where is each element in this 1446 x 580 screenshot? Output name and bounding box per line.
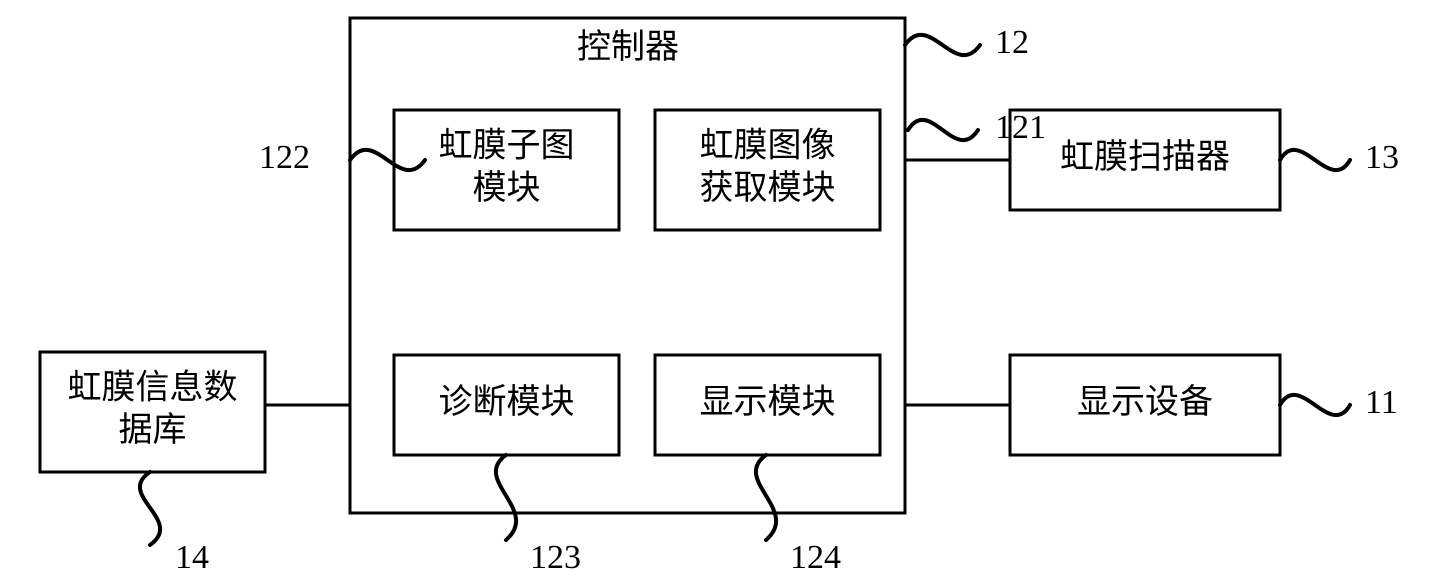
node-submap-label: 虹膜子图 — [439, 127, 575, 165]
node-disp_mod: 显示模块 — [655, 355, 880, 455]
ref-123-label: 123 — [530, 539, 581, 576]
block-diagram: 虹膜信息数据库虹膜子图模块虹膜图像获取模块诊断模块显示模块虹膜扫描器显示设备控制… — [0, 0, 1446, 580]
ref-13: 13 — [1280, 139, 1399, 176]
ref-14: 14 — [140, 472, 209, 576]
node-submap-label: 模块 — [473, 169, 541, 207]
node-acq: 虹膜图像获取模块 — [655, 110, 880, 230]
node-diag: 诊断模块 — [394, 355, 619, 455]
ref-11-label: 11 — [1365, 384, 1398, 421]
ref-14-label: 14 — [175, 539, 209, 576]
node-db: 虹膜信息数据库 — [40, 352, 265, 472]
ref-121: 121 — [908, 109, 1046, 146]
ref-121-label: 121 — [995, 109, 1046, 146]
ref-11: 11 — [1280, 384, 1398, 421]
node-scanner-label: 虹膜扫描器 — [1060, 138, 1230, 176]
node-db-label: 据库 — [119, 411, 187, 449]
ref-12: 12 — [905, 24, 1029, 61]
node-scanner: 虹膜扫描器 — [1010, 110, 1280, 210]
node-submap: 虹膜子图模块 — [394, 110, 619, 230]
ref-13-label: 13 — [1365, 139, 1399, 176]
node-db-label: 虹膜信息数 — [68, 369, 238, 407]
node-display: 显示设备 — [1010, 355, 1280, 455]
node-acq-label: 获取模块 — [700, 169, 836, 207]
node-disp_mod-label: 显示模块 — [700, 383, 836, 421]
node-diag-label: 诊断模块 — [439, 383, 575, 421]
node-display-label: 显示设备 — [1077, 383, 1213, 421]
node-acq-label: 虹膜图像 — [700, 127, 836, 165]
controller-title: 控制器 — [577, 28, 679, 66]
ref-12-label: 12 — [995, 24, 1029, 61]
ref-122-label: 122 — [259, 139, 310, 176]
ref-124-label: 124 — [790, 539, 841, 576]
